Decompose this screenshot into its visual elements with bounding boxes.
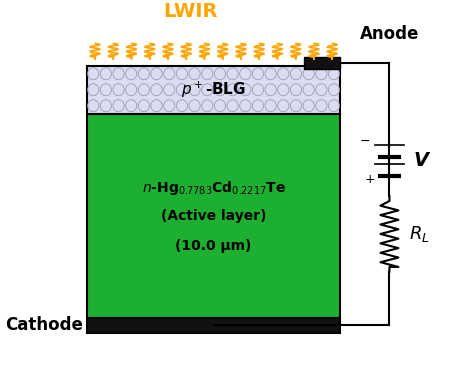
Text: −: − [360, 135, 370, 148]
Text: (10.0 μm): (10.0 μm) [175, 239, 252, 253]
Bar [87, 114, 340, 317]
Bar [87, 317, 340, 333]
Text: $n$-Hg$_{0.7783}$Cd$_{0.2217}$Te: $n$-Hg$_{0.7783}$Cd$_{0.2217}$Te [142, 179, 286, 197]
Text: V: V [414, 151, 429, 169]
Bar [87, 66, 340, 114]
Text: $p^+$-BLG: $p^+$-BLG [181, 80, 246, 100]
Text: (Active layer): (Active layer) [161, 209, 266, 223]
Text: $R_L$: $R_L$ [409, 224, 429, 244]
Bar [303, 57, 340, 69]
Text: +: + [365, 173, 375, 186]
Text: Anode: Anode [360, 25, 419, 43]
Text: Cathode: Cathode [5, 316, 83, 334]
Text: LWIR: LWIR [164, 2, 218, 21]
